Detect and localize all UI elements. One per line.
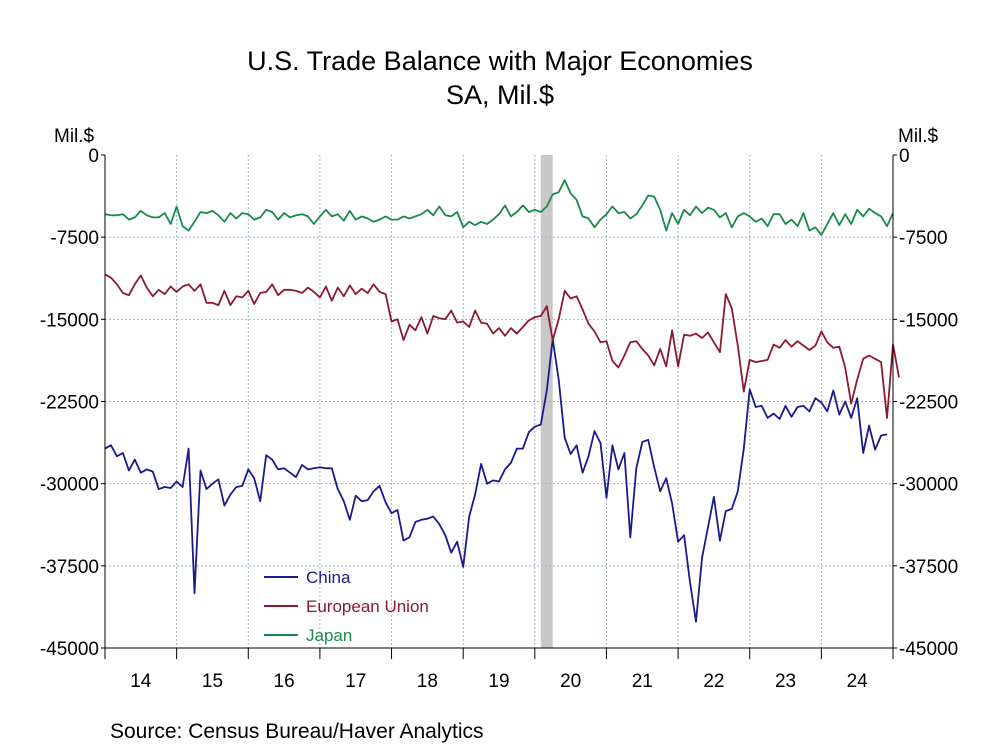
y-tick-label-right: -22500 [899, 393, 958, 414]
series-line-china [104, 338, 888, 623]
y-tick-label-left: -45000 [40, 639, 99, 660]
series-line-japan [104, 179, 894, 236]
source-note: Source: Census Bureau/Haver Analytics [110, 720, 484, 743]
x-year-label: 18 [417, 671, 438, 692]
x-year-label: 24 [847, 671, 869, 692]
legend: China European Union Japan [264, 568, 429, 645]
x-year-label: 16 [274, 671, 295, 692]
y-tick-label-right: -15000 [899, 310, 958, 331]
y-tick-labels: 0 0 -7500 -7500 -15000 -15000 -22500 -22500 -300… [40, 146, 958, 660]
chart-subtitle: SA, Mil.$ [446, 80, 554, 110]
y-tick-label-right: -45000 [899, 639, 958, 660]
y-tick-label-left: 0 [88, 146, 99, 167]
y-tick-label-left: -30000 [40, 475, 99, 496]
legend-label-japan: Japan [306, 626, 352, 645]
axes-layer [101, 154, 897, 659]
x-year-label: 23 [775, 671, 796, 692]
x-year-labels: 14 15 16 17 18 19 20 21 22 23 24 [130, 671, 868, 692]
series-layer [104, 179, 900, 623]
y-tick-label-left: -15000 [40, 310, 99, 331]
series-line-european-union [104, 273, 900, 419]
x-year-label: 19 [488, 671, 509, 692]
x-year-label: 22 [703, 671, 724, 692]
x-year-label: 21 [632, 671, 653, 692]
x-year-label: 20 [560, 671, 581, 692]
y-tick-label-right: -30000 [899, 475, 958, 496]
x-year-label: 15 [202, 671, 223, 692]
y-axis-unit-left: Mil.$ [54, 126, 95, 147]
x-year-label: 17 [345, 671, 366, 692]
y-tick-label-right: 0 [899, 146, 910, 167]
x-year-label: 14 [130, 671, 152, 692]
legend-label-european-union: European Union [306, 597, 429, 616]
legend-label-china: China [306, 568, 351, 587]
chart-title: U.S. Trade Balance with Major Economies [247, 46, 753, 76]
y-tick-label-right: -37500 [899, 557, 958, 578]
y-axis-unit-right: Mil.$ [898, 126, 939, 147]
y-tick-label-left: -37500 [40, 557, 99, 578]
y-tick-label-left: -22500 [40, 393, 99, 414]
y-tick-label-right: -7500 [899, 228, 948, 249]
y-tick-label-left: -7500 [50, 228, 99, 249]
grid-layer [105, 155, 893, 648]
